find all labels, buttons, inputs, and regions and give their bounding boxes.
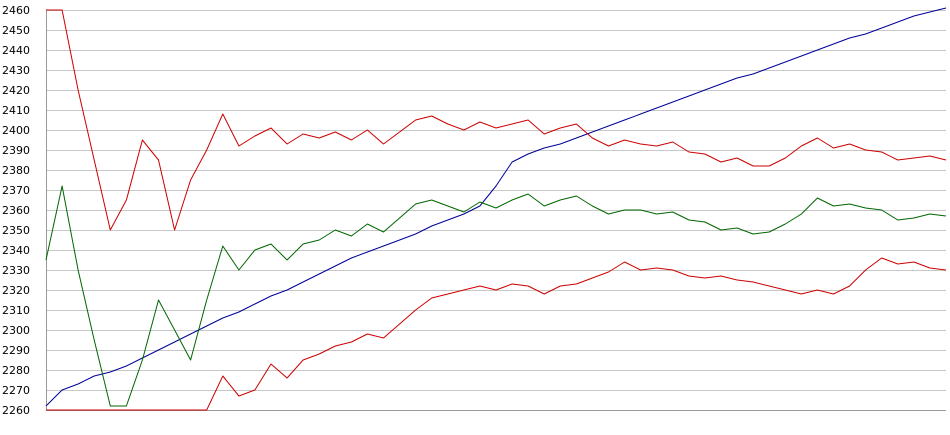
y-tick-label: 2400 (2, 124, 30, 137)
y-tick-label: 2350 (2, 224, 30, 237)
series-line-4 (46, 257, 947, 411)
y-tick-label: 2450 (2, 24, 30, 37)
y-tick-label: 2300 (2, 324, 30, 337)
series-line-2 (46, 9, 947, 231)
y-tick-label: 2260 (2, 404, 30, 417)
y-tick-label: 2310 (2, 304, 30, 317)
y-tick-label: 2320 (2, 284, 30, 297)
y-tick-labels: 2260 2270 2280 2290 2300 2310 2320 2330 2340 2350… (2, 4, 30, 417)
y-tick-label: 2380 (2, 164, 30, 177)
y-tick-label: 2410 (2, 104, 30, 117)
y-tick-label: 2290 (2, 344, 30, 357)
series-line-1 (45, 7, 947, 407)
y-tick-label: 2330 (2, 264, 30, 277)
y-tick-label: 2440 (2, 44, 30, 57)
y-tick-label: 2360 (2, 204, 30, 217)
y-tick-label: 2340 (2, 244, 30, 257)
y-tick-label: 2430 (2, 64, 30, 77)
y-tick-label: 2280 (2, 364, 30, 377)
y-tick-label: 2460 (2, 4, 30, 17)
y-tick-label: 2390 (2, 144, 30, 157)
y-tick-label: 2270 (2, 384, 30, 397)
series-lines (45, 7, 947, 411)
y-tick-label: 2370 (2, 184, 30, 197)
y-tick-label: 2420 (2, 84, 30, 97)
series-line-3 (45, 185, 947, 407)
